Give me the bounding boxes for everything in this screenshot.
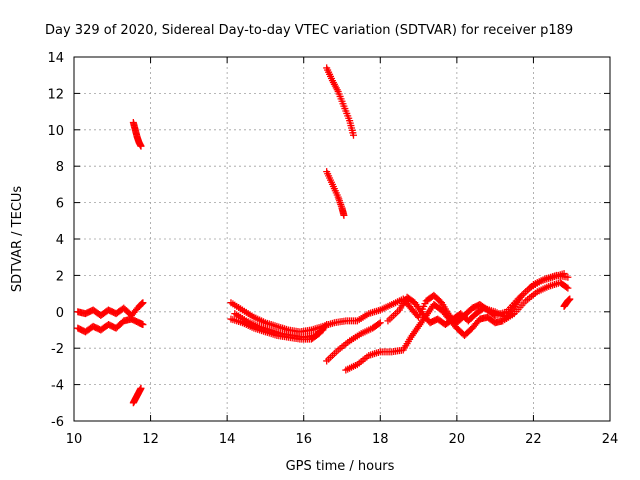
x-tick-label: 16 — [295, 432, 312, 447]
chart-title: Day 329 of 2020, Sidereal Day-to-day VTE… — [45, 23, 573, 38]
series-track-c — [129, 119, 145, 150]
y-axis-label: SDTVAR / TECUs — [10, 186, 25, 293]
y-tick-label: 0 — [56, 306, 64, 321]
y-tick-label: -2 — [51, 342, 64, 357]
x-tick-label: 24 — [602, 432, 619, 447]
series-track-n — [323, 168, 348, 219]
data-point — [340, 211, 348, 219]
data-point — [321, 322, 329, 330]
series-track-h — [323, 319, 384, 365]
y-tick-label: -6 — [51, 415, 64, 430]
data-point — [139, 299, 147, 307]
x-tick-label: 10 — [66, 432, 83, 447]
x-tick-label: 14 — [219, 432, 236, 447]
data-point — [137, 142, 145, 150]
y-tick-label: 4 — [56, 233, 64, 248]
data-point — [564, 284, 572, 292]
data-point — [564, 273, 572, 281]
x-tick-label: 22 — [525, 432, 542, 447]
data-point — [139, 321, 147, 329]
series-track-b — [74, 315, 147, 336]
y-tick-label: 8 — [56, 160, 64, 175]
data-point — [349, 131, 357, 139]
y-tick-label: 10 — [47, 124, 64, 139]
data-marks — [74, 64, 574, 407]
x-axis-label: GPS time / hours — [286, 459, 395, 474]
grid-lines — [74, 57, 610, 421]
series-track-g — [231, 310, 327, 341]
data-point — [319, 326, 327, 334]
x-tick-labels: 10 12 14 16 18 20 22 24 — [66, 432, 619, 447]
axis-ticks — [73, 56, 611, 422]
data-point — [376, 319, 384, 327]
data-point — [563, 283, 571, 291]
y-tick-label: 6 — [56, 197, 64, 212]
data-point — [323, 321, 331, 329]
y-tick-label: 2 — [56, 269, 64, 284]
data-point — [137, 384, 145, 392]
x-tick-label: 20 — [449, 432, 466, 447]
series-track-l — [560, 295, 574, 310]
data-point — [560, 270, 568, 278]
y-tick-label: -4 — [51, 379, 64, 394]
data-point — [566, 295, 574, 303]
series-track-e — [227, 299, 384, 336]
x-tick-label: 18 — [372, 432, 389, 447]
y-tick-label: 12 — [47, 87, 64, 102]
x-tick-label: 12 — [142, 432, 159, 447]
data-point — [318, 327, 326, 335]
data-point — [375, 320, 383, 328]
series-track-a — [74, 299, 147, 319]
y-tick-labels: -6 -4 -2 0 2 4 6 8 10 12 14 — [47, 51, 64, 430]
series-track-m — [323, 64, 357, 139]
series-track-d — [129, 384, 145, 407]
series-track-k — [376, 270, 568, 327]
y-tick-label: 14 — [47, 51, 64, 66]
